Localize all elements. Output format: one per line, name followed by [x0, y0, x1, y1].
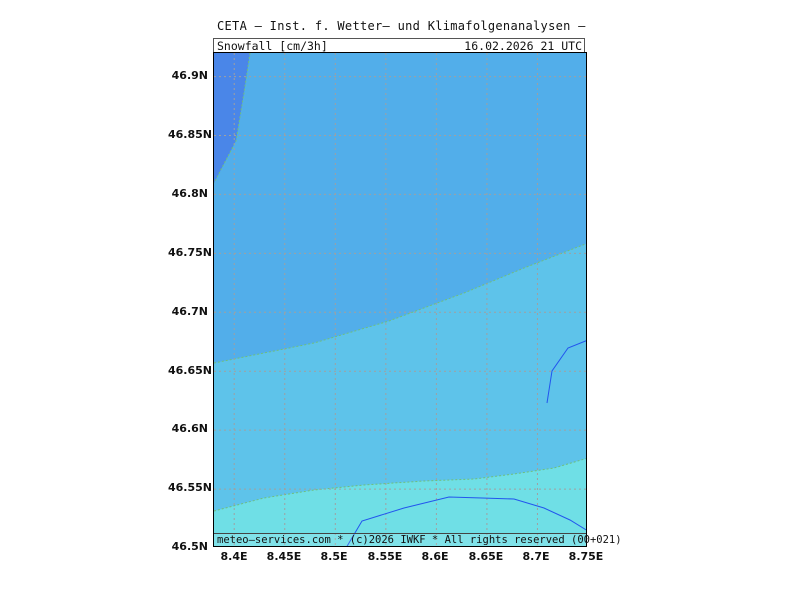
lat-tick-label: 46.8N [171, 187, 208, 200]
band-dark [214, 53, 250, 183]
lon-tick-label: 8.55E [367, 550, 403, 563]
band-light [214, 243, 586, 546]
lon-tick-label: 8.45E [266, 550, 302, 563]
lon-tick-label: 8.65E [468, 550, 504, 563]
copyright-footer: meteo—services.com * (c)2026 IWKF * All … [214, 533, 622, 546]
border-line [546, 340, 586, 404]
valid-time: 16.02.2026 21 UTC [330, 38, 585, 53]
lat-tick-label: 46.75N [168, 246, 212, 259]
map-canvas [214, 53, 586, 546]
lat-tick-label: 46.55N [168, 481, 212, 494]
graticule [214, 53, 586, 546]
variable-label: Snowfall [cm/3h] [213, 38, 332, 53]
lat-tick-label: 46.65N [168, 364, 212, 377]
lon-tick-label: 8.5E [320, 550, 348, 563]
border-line [346, 496, 586, 546]
lat-tick-label: 46.7N [171, 305, 208, 318]
lon-tick-label: 8.6E [421, 550, 449, 563]
lat-tick-label: 46.9N [171, 69, 208, 82]
band-lightest [214, 458, 586, 546]
contour-line [214, 243, 586, 364]
lon-tick-label: 8.75E [568, 550, 604, 563]
contour-line [214, 458, 586, 512]
lat-tick-label: 46.85N [168, 128, 212, 141]
lat-tick-label: 46.5N [171, 540, 208, 553]
forecast-map [213, 52, 587, 547]
lat-tick-label: 46.6N [171, 422, 208, 435]
map-title: CETA — Inst. f. Wetter— und Klimafolgena… [217, 19, 586, 33]
lon-tick-label: 8.7E [522, 550, 550, 563]
contour-line [214, 53, 251, 184]
lon-tick-label: 8.4E [220, 550, 248, 563]
